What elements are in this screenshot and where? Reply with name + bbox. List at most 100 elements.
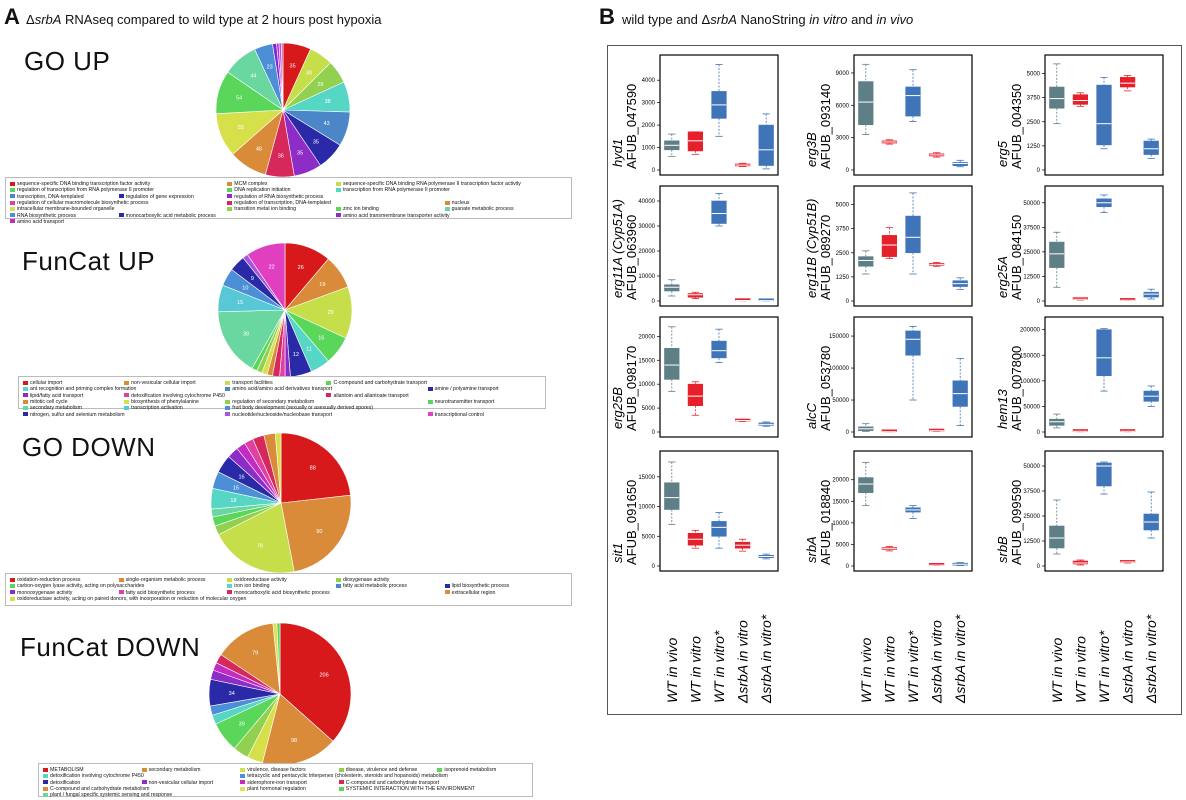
y-tick-label: 0 bbox=[846, 168, 850, 174]
box bbox=[858, 477, 874, 493]
box bbox=[758, 124, 774, 166]
legend-swatch bbox=[141, 780, 147, 785]
funcat-down-title: FunCat DOWN bbox=[20, 632, 201, 662]
legend-label: METABOLISM bbox=[50, 767, 84, 773]
legend-swatch bbox=[23, 386, 28, 391]
boxplot-AFUB_099590: 0 12500 25000 37500 50000 srbB AFUB_099590 bbox=[995, 450, 1164, 572]
legend-label: secondary metabolism bbox=[148, 767, 201, 773]
legend-swatch bbox=[240, 780, 246, 785]
locus-id: AFUB_053780 bbox=[818, 346, 833, 431]
legend-label: amino acid transport bbox=[17, 218, 64, 225]
box bbox=[1049, 86, 1065, 109]
y-tick-label: 50000 bbox=[832, 398, 849, 404]
pie-slice-label: 29 bbox=[317, 82, 323, 88]
pie-slice-label: 38 bbox=[325, 99, 331, 105]
legend-item: intracellular membrane-bounded organelle bbox=[10, 206, 114, 212]
panel-a-title: ΔsrbA RNAseq compared to wild type at 2 … bbox=[26, 12, 382, 27]
legend-item: virulence, disease factors bbox=[240, 767, 306, 773]
pie-slice-label: 54 bbox=[236, 96, 242, 102]
go-down-title: GO DOWN bbox=[22, 432, 156, 462]
legend-item: cellular import bbox=[23, 380, 62, 386]
legend-label: SYSTEMIC INTERACTION WITH THE ENVIRONMEN… bbox=[345, 785, 476, 792]
legend-label: intracellular membrane-bounded organelle bbox=[17, 206, 115, 213]
y-tick-label: 0 bbox=[846, 430, 850, 436]
locus-id: AFUB_089270 bbox=[818, 215, 833, 300]
legend-swatch bbox=[240, 773, 246, 778]
legend-label: transport facilities bbox=[232, 380, 273, 386]
y-tick-label: 25000 bbox=[1023, 250, 1040, 256]
legend-label: regulation of RNA biosynthetic process bbox=[234, 193, 324, 200]
legend-label: isoprenoid metabolism bbox=[444, 767, 497, 773]
legend-item: monooxygenase activity bbox=[10, 590, 72, 596]
x-group-label: ΔsrbA in vitro* bbox=[1143, 614, 1159, 704]
y-tick-label: 5000 bbox=[642, 406, 656, 412]
legend-item: MCM complex bbox=[227, 181, 267, 187]
legend-swatch bbox=[10, 194, 15, 199]
legend-swatch bbox=[225, 405, 231, 410]
x-group-label: WT in vivo bbox=[1049, 637, 1065, 703]
legend-item: siderophore-iron transport bbox=[240, 780, 307, 786]
legend-item: lipid/fatty acid transport bbox=[23, 393, 83, 399]
legend-label: fatty acid metabolic process bbox=[342, 583, 407, 590]
pie-slice-label: 90 bbox=[316, 529, 322, 535]
legend-label: C-compound and carbohydrate transport bbox=[345, 779, 440, 786]
legend-item: mitotic cell cycle bbox=[23, 399, 67, 405]
legend-item: fatty acid metabolic process bbox=[335, 583, 407, 590]
go-down-pie: 88 90 78 18 15 16 bbox=[210, 432, 352, 574]
y-tick-label: 10000 bbox=[832, 521, 849, 527]
y-tick-label: 10000 bbox=[638, 382, 655, 388]
legend-swatch bbox=[23, 399, 28, 404]
legend-swatch bbox=[444, 590, 450, 595]
legend-label: monooxygenase activity bbox=[17, 589, 73, 596]
legend-label: MCM complex bbox=[234, 181, 268, 187]
y-tick-label: 3000 bbox=[642, 101, 656, 107]
legend-label: lipid/fatty acid transport bbox=[30, 392, 84, 399]
boxplot-AFUB_007800: 0 50000 100000 150000 200000 hem13 AFUB_007800 bbox=[995, 316, 1164, 438]
y-tick-label: 50000 bbox=[1023, 404, 1040, 410]
legend-swatch bbox=[227, 590, 233, 595]
y-tick-label: 0 bbox=[846, 299, 850, 305]
legend-item: monocarboxylic acid metabolic process bbox=[118, 213, 216, 219]
legend-swatch bbox=[427, 386, 433, 391]
legend-item: METABOLISM bbox=[43, 767, 84, 773]
pie-slice-label: 78 bbox=[257, 544, 263, 550]
legend-label: mitotic cell cycle bbox=[30, 398, 68, 405]
pie-slice-label: 22 bbox=[269, 264, 275, 270]
legend-swatch bbox=[23, 380, 28, 385]
pie-slice-label: 43 bbox=[324, 121, 330, 127]
gene-name: alcC bbox=[804, 402, 819, 429]
y-tick-label: 37500 bbox=[1023, 225, 1040, 231]
legend-label: disease, virulence and defense bbox=[345, 767, 418, 773]
legend-item: transport facilities bbox=[225, 380, 273, 386]
x-group-label: ΔsrbA in vitro* bbox=[758, 614, 774, 704]
legend-label: detoxification involving cytochrome P450 bbox=[131, 392, 225, 399]
gene-name: erg25B bbox=[610, 387, 625, 429]
gene-name: erg11A (Cyp51A) bbox=[610, 199, 625, 298]
legend-label: guanate metabolic process bbox=[451, 206, 514, 213]
x-group-label: WT in vivo bbox=[858, 637, 874, 703]
y-tick-label: 50000 bbox=[1023, 464, 1040, 470]
y-tick-label: 3000 bbox=[836, 136, 850, 142]
legend-item: oxidoreductase activity, acting on paire… bbox=[10, 596, 246, 602]
legend-swatch bbox=[335, 583, 341, 588]
legend-swatch bbox=[444, 583, 450, 588]
funcat-up-title: FunCat UP bbox=[22, 246, 156, 276]
legend-label: nucleotide/nucleoside/nucleobase transpo… bbox=[232, 411, 333, 418]
legend-item: detoxification bbox=[43, 780, 80, 786]
legend-item: dioxygenase activity bbox=[335, 577, 389, 583]
box bbox=[664, 284, 680, 292]
y-tick-label: 50000 bbox=[1023, 201, 1040, 207]
y-tick-label: 0 bbox=[652, 564, 656, 570]
funcat-down-pie: 206 98 39 34 79 bbox=[208, 622, 352, 766]
pie-slice bbox=[279, 622, 352, 742]
legend-swatch bbox=[118, 590, 124, 595]
legend-label: sequence-specific DNA binding transcript… bbox=[17, 181, 151, 187]
legend-item: tetracyclic and pentacyclic triterpenes … bbox=[240, 773, 448, 779]
legend-item: non-vesicular cellular import bbox=[141, 780, 213, 786]
pie-slice-label: 35 bbox=[313, 140, 319, 146]
legend-swatch bbox=[43, 792, 48, 797]
gene-name: erg25A bbox=[995, 256, 1010, 298]
plot-frame bbox=[1044, 54, 1164, 176]
pie-slice-label: 44 bbox=[250, 73, 256, 79]
x-group-label: WT in vitro bbox=[1072, 636, 1088, 703]
